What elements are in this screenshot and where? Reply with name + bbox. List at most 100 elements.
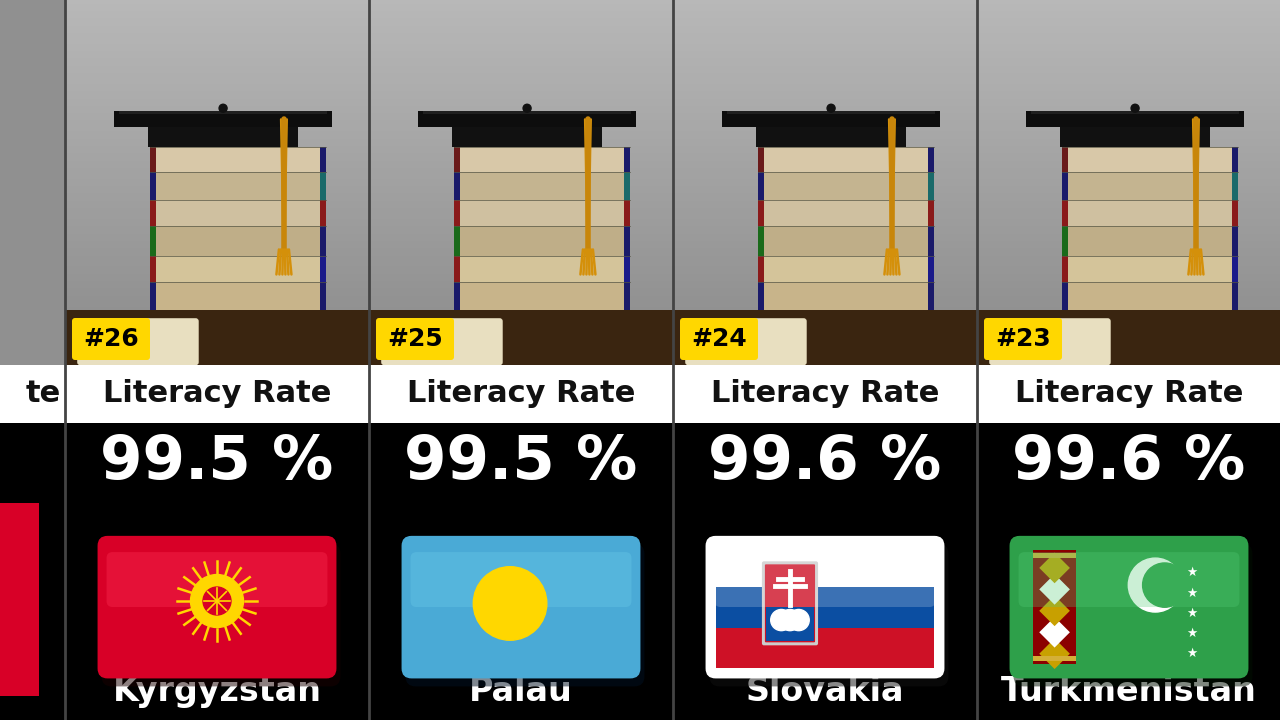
- Circle shape: [191, 575, 243, 628]
- Bar: [369, 215, 673, 219]
- Bar: [977, 58, 1280, 62]
- Bar: [673, 44, 977, 48]
- Bar: [150, 200, 326, 226]
- Bar: [320, 148, 326, 172]
- Bar: [65, 186, 369, 190]
- Bar: [977, 37, 1280, 40]
- Bar: [150, 256, 156, 282]
- Bar: [673, 318, 977, 321]
- Bar: [65, 361, 369, 365]
- Bar: [977, 263, 1280, 266]
- Bar: [673, 30, 977, 33]
- Bar: [65, 14, 369, 18]
- Bar: [1062, 172, 1068, 200]
- Bar: [369, 266, 673, 270]
- Bar: [369, 179, 673, 182]
- Bar: [1233, 226, 1239, 256]
- Bar: [369, 37, 673, 40]
- Bar: [977, 204, 1280, 208]
- Bar: [673, 310, 977, 365]
- Bar: [320, 200, 326, 226]
- Bar: [369, 127, 673, 131]
- Bar: [758, 256, 764, 282]
- Bar: [369, 310, 673, 314]
- Bar: [977, 171, 1280, 175]
- FancyBboxPatch shape: [680, 318, 758, 360]
- FancyBboxPatch shape: [72, 318, 150, 360]
- Bar: [673, 157, 977, 161]
- Bar: [977, 40, 1280, 44]
- Bar: [673, 25, 977, 30]
- Bar: [65, 4, 369, 7]
- Bar: [65, 215, 369, 219]
- Bar: [1062, 200, 1068, 226]
- Bar: [977, 33, 1280, 37]
- Bar: [369, 365, 673, 423]
- Bar: [65, 248, 369, 252]
- Bar: [758, 282, 934, 310]
- Bar: [673, 146, 977, 150]
- Bar: [369, 321, 673, 325]
- Bar: [150, 282, 156, 310]
- Bar: [0, 503, 38, 696]
- Bar: [369, 146, 673, 150]
- Text: #23: #23: [995, 327, 1051, 351]
- Bar: [65, 310, 369, 365]
- Bar: [673, 14, 977, 18]
- Bar: [65, 99, 369, 102]
- Bar: [65, 106, 369, 109]
- Bar: [689, 336, 705, 348]
- Bar: [673, 204, 977, 208]
- Bar: [977, 182, 1280, 186]
- Text: ★: ★: [1187, 607, 1197, 620]
- Bar: [150, 148, 156, 172]
- Circle shape: [204, 587, 230, 615]
- Bar: [758, 226, 934, 256]
- Bar: [977, 30, 1280, 33]
- Bar: [65, 139, 369, 143]
- Bar: [369, 30, 673, 33]
- Bar: [65, 84, 369, 88]
- Bar: [758, 200, 934, 226]
- Bar: [369, 186, 673, 190]
- Bar: [928, 172, 934, 200]
- Bar: [625, 200, 631, 226]
- Bar: [424, 112, 631, 114]
- Bar: [673, 241, 977, 245]
- Bar: [756, 127, 906, 148]
- Bar: [65, 135, 369, 139]
- Bar: [673, 81, 977, 84]
- Bar: [150, 172, 326, 200]
- Bar: [150, 256, 326, 282]
- Bar: [673, 120, 977, 124]
- Bar: [369, 62, 673, 66]
- Text: Literacy Rate: Literacy Rate: [1015, 379, 1243, 408]
- Bar: [369, 245, 673, 248]
- FancyBboxPatch shape: [77, 318, 198, 365]
- Text: Kyrgyzstan: Kyrgyzstan: [113, 675, 321, 708]
- Bar: [369, 423, 673, 720]
- Bar: [369, 25, 673, 30]
- Bar: [65, 113, 369, 117]
- Bar: [65, 131, 369, 135]
- Bar: [673, 55, 977, 58]
- Bar: [369, 157, 673, 161]
- Bar: [65, 347, 369, 351]
- Bar: [1233, 172, 1239, 200]
- Circle shape: [1143, 563, 1187, 607]
- Bar: [625, 226, 631, 256]
- Bar: [320, 282, 326, 310]
- Bar: [673, 339, 977, 343]
- Bar: [1062, 172, 1239, 200]
- Bar: [454, 282, 631, 310]
- Bar: [454, 172, 460, 200]
- Bar: [1062, 148, 1239, 172]
- Bar: [977, 230, 1280, 233]
- Bar: [673, 179, 977, 182]
- Bar: [65, 354, 369, 358]
- Bar: [65, 318, 369, 321]
- Bar: [673, 222, 977, 226]
- Text: 99.5 %: 99.5 %: [100, 433, 334, 492]
- Bar: [65, 292, 369, 296]
- Bar: [65, 69, 369, 73]
